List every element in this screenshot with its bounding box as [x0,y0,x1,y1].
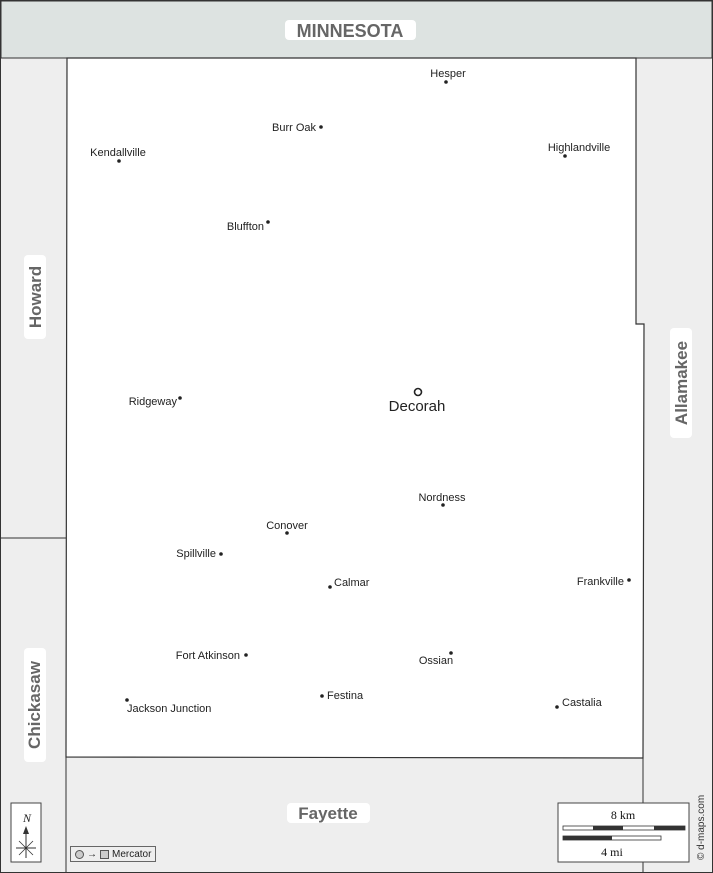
minnesota-label-bg [285,20,416,40]
allamakee-label-bg [670,328,692,438]
town-dot [449,651,453,655]
winneshiek-county-area [65,57,645,759]
scale-mi-label: 4 mi [601,845,623,859]
projection-label: Mercator [112,848,152,860]
howard-label: Howard [26,266,45,328]
town-label-calmar: Calmar [334,577,370,589]
town-label-ossian: Ossian [419,655,453,667]
town-dot [563,154,567,158]
town-label-conover: Conover [266,520,308,532]
flat-map-icon [100,849,109,859]
town-dot [555,705,559,709]
decorah-seat-marker [413,387,423,397]
town-dot [444,80,448,84]
credit-text: © d-maps.com [696,795,707,860]
town-label-frankville: Frankville [577,576,624,588]
town-dot [285,531,289,535]
allamakee-label: Allamakee [672,341,691,425]
town-dot [441,503,445,507]
town-label-nordness: Nordness [418,492,466,504]
town-label-festina: Festina [327,690,364,702]
town-label-hesper: Hesper [430,68,466,80]
town-label-bluffton: Bluffton [227,221,264,233]
minnesota-label: MINNESOTA [297,21,404,41]
town-dot [328,585,332,589]
decorah-label: Decorah [389,398,446,415]
town-label-castalia: Castalia [562,697,603,709]
town-dot [244,653,248,657]
town-label-spillville: Spillville [176,548,216,560]
chickasaw-label: Chickasaw [25,660,44,749]
town-label-kendallville: Kendallville [90,147,146,159]
scale-km-label: 8 km [611,808,636,822]
fayette-label-bg [287,803,370,823]
town-dot [178,396,182,400]
town-label-fort-atkinson: Fort Atkinson [176,650,240,662]
town-dot [319,125,323,129]
town-label-highlandville: Highlandville [548,142,610,154]
projection-arrow: → [87,848,97,860]
globe-icon [75,849,84,859]
town-label-ridgeway: Ridgeway [129,396,178,408]
projection-legend: → Mercator [70,846,156,862]
north-arrow-icon: N [10,802,42,863]
town-dot [125,698,129,702]
town-label-burr-oak: Burr Oak [272,122,317,134]
town-dot [320,694,324,698]
chickasaw-label-bg [24,648,46,762]
town-dot [117,159,121,163]
compass-label: N [22,811,32,825]
fayette-label: Fayette [298,804,358,823]
scale-bar: 8 km 4 mi [557,802,690,863]
howard-label-bg [24,255,46,339]
town-dot [266,220,270,224]
town-dot [219,552,223,556]
town-label-jackson-junction: Jackson Junction [127,703,211,715]
town-dot [627,578,631,582]
